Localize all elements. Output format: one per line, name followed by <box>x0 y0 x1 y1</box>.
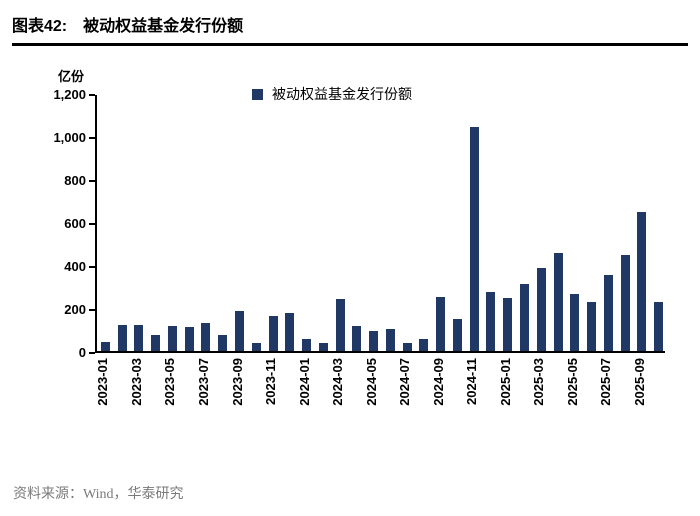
bar-2023-12 <box>285 313 295 351</box>
bar-2023-02 <box>117 325 127 351</box>
x-tick-label: 2023-01 <box>95 358 111 406</box>
y-tick-label: 400 <box>64 259 86 274</box>
y-tick-label: 1,200 <box>53 87 86 102</box>
x-tick-label: 2025-03 <box>531 358 547 406</box>
x-tick-label: 2025-05 <box>564 358 580 406</box>
y-axis-unit-label: 亿份 <box>58 69 85 84</box>
figure-label: 图表42: <box>12 18 68 35</box>
bar-2025-10 <box>654 302 664 351</box>
y-tick-mark <box>89 223 95 225</box>
y-tick-label: 1,000 <box>53 130 86 145</box>
y-tick-mark <box>89 180 95 182</box>
y-tick-mark <box>89 352 95 354</box>
x-tick-label: 2023-11 <box>263 358 279 405</box>
bar-2025-08 <box>620 255 630 351</box>
figure-title: 被动权益基金发行份额 <box>83 18 244 35</box>
bar-2024-07 <box>402 343 412 351</box>
bar-2024-05 <box>369 331 379 351</box>
bar-2025-03 <box>536 268 546 351</box>
x-tick-label: 2024-03 <box>330 358 346 406</box>
bar-2025-09 <box>637 212 647 351</box>
x-tick-label: 2024-11 <box>464 358 480 405</box>
x-tick-label: 2025-09 <box>631 358 647 406</box>
bar-2023-04 <box>151 335 161 351</box>
x-tick-label: 2023-09 <box>229 358 245 406</box>
x-tick-label: 2024-05 <box>363 358 379 406</box>
x-tick-label: 2023-03 <box>128 358 144 406</box>
bar-2024-01 <box>302 339 312 351</box>
y-tick-mark <box>89 266 95 268</box>
bar-2024-10 <box>452 319 462 351</box>
chart-legend: 被动权益基金发行份额 <box>252 84 412 104</box>
bar-2025-02 <box>520 284 529 351</box>
y-tick-label: 800 <box>64 173 86 188</box>
bar-2025-05 <box>570 294 580 351</box>
bar-2024-09 <box>436 297 446 351</box>
x-tick-label: 2023-05 <box>162 358 178 406</box>
x-tick-label: 2024-09 <box>430 358 446 406</box>
bar-2023-03 <box>134 325 144 351</box>
bar-2023-01 <box>100 342 110 351</box>
bar-2025-01 <box>503 298 513 351</box>
bar-2024-03 <box>335 299 345 351</box>
x-tick-label: 2025-07 <box>598 358 614 406</box>
bar-2024-11 <box>469 127 479 351</box>
y-tick-label: 200 <box>64 302 86 317</box>
y-tick-label: 600 <box>64 216 86 231</box>
bar-2024-06 <box>385 329 395 351</box>
bar-2023-06 <box>184 327 194 351</box>
x-tick-label: 2024-07 <box>397 358 413 406</box>
bar-2023-09 <box>235 311 244 351</box>
x-tick-label: 2023-07 <box>195 358 211 406</box>
bar-2024-04 <box>352 326 362 351</box>
bar-2023-05 <box>167 326 177 351</box>
bar-2023-08 <box>218 335 228 351</box>
bar-2024-08 <box>419 339 429 351</box>
bar-2025-06 <box>587 302 597 351</box>
bar-2023-07 <box>201 323 211 351</box>
source-note: 资料来源：Wind，华泰研究 <box>13 487 184 502</box>
plot-area <box>95 95 665 353</box>
legend-swatch-icon <box>252 88 263 100</box>
bar-2024-12 <box>486 292 496 351</box>
y-tick-mark <box>89 309 95 311</box>
x-tick-label: 2024-01 <box>296 358 312 406</box>
bar-2025-04 <box>553 253 563 351</box>
bar-2023-10 <box>251 343 261 351</box>
y-tick-mark <box>89 137 95 139</box>
figure-header: 图表42: 被动权益基金发行份额 <box>12 8 688 46</box>
x-tick-label: 2025-01 <box>497 358 513 406</box>
legend-label: 被动权益基金发行份额 <box>272 86 412 102</box>
y-tick-mark <box>89 94 95 96</box>
bar-2023-11 <box>268 316 278 351</box>
y-tick-label: 0 <box>78 345 86 360</box>
bar-2024-02 <box>318 343 328 351</box>
bar-2025-07 <box>603 275 613 351</box>
